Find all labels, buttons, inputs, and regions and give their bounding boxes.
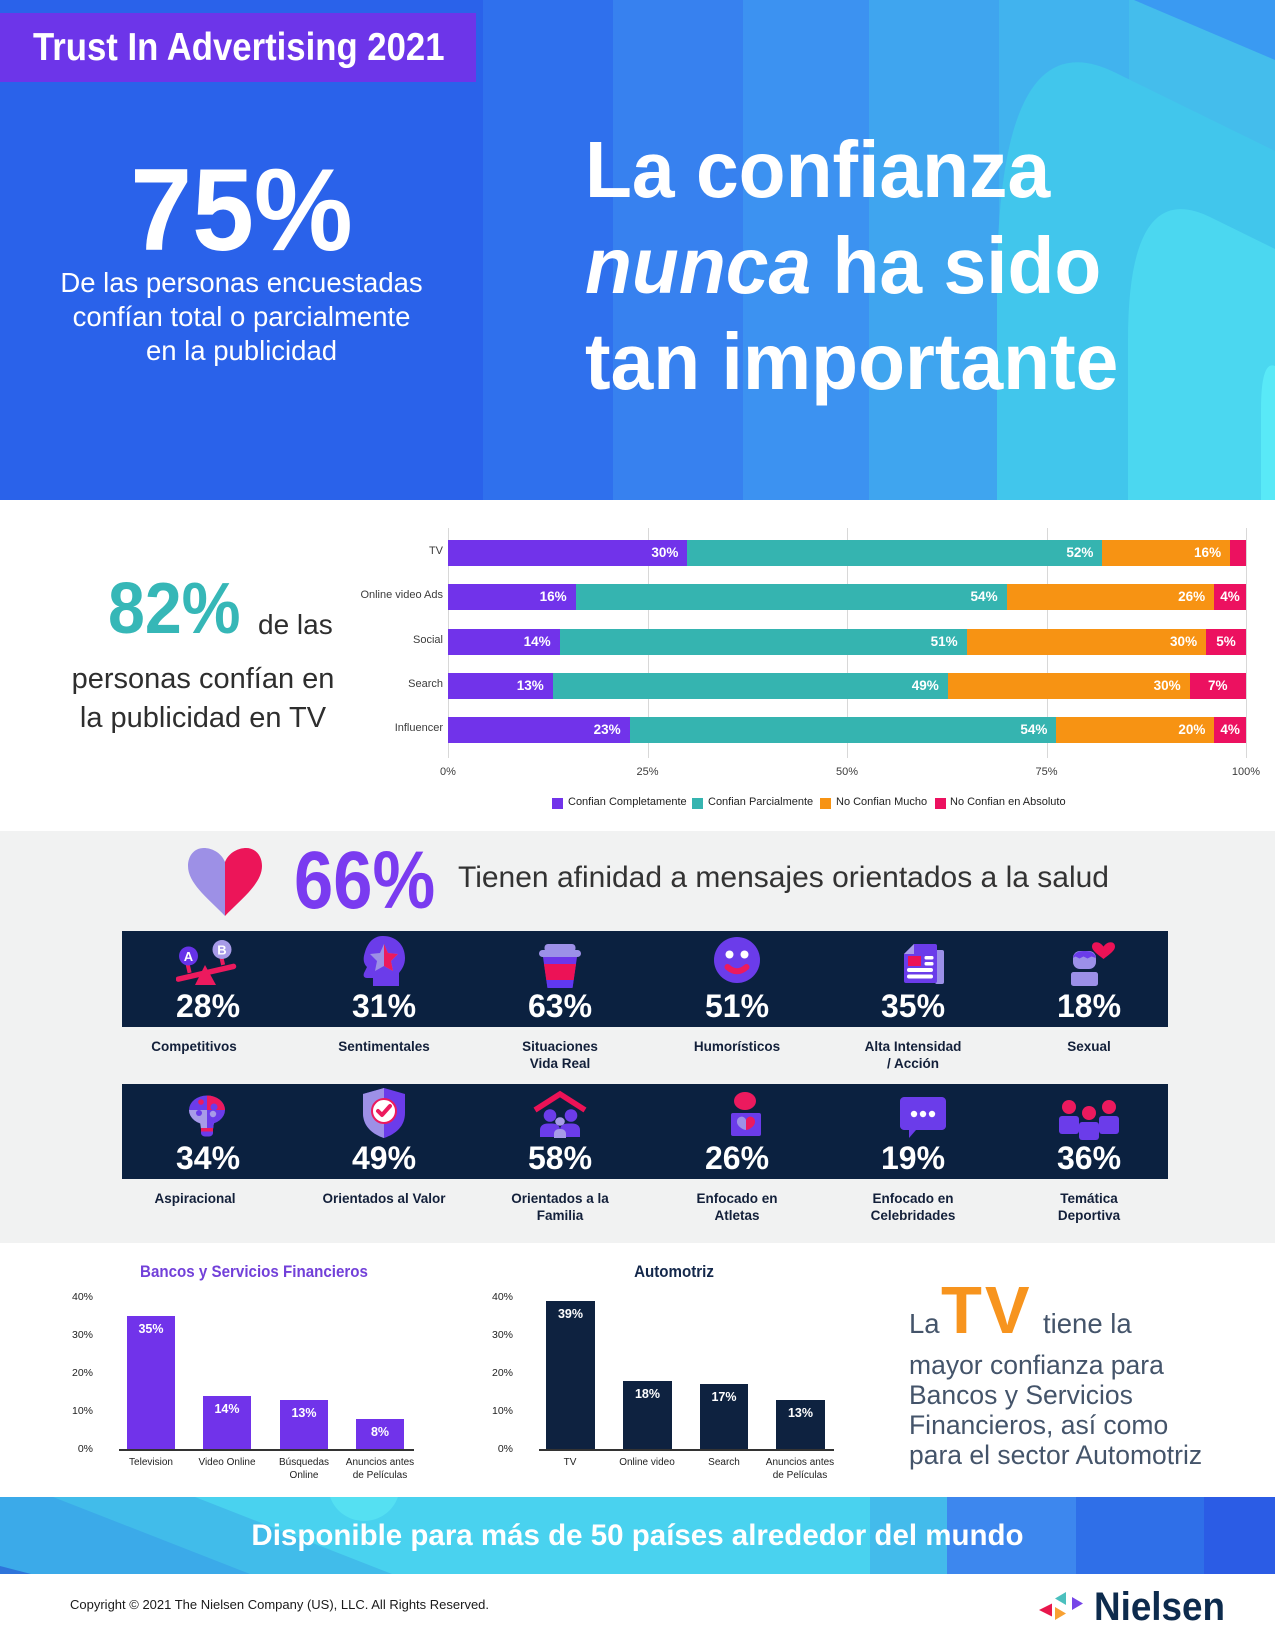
svg-text:B: B [217, 943, 226, 958]
svg-text:Nielsen: Nielsen [1094, 1587, 1225, 1629]
svg-text:A: A [184, 949, 194, 964]
